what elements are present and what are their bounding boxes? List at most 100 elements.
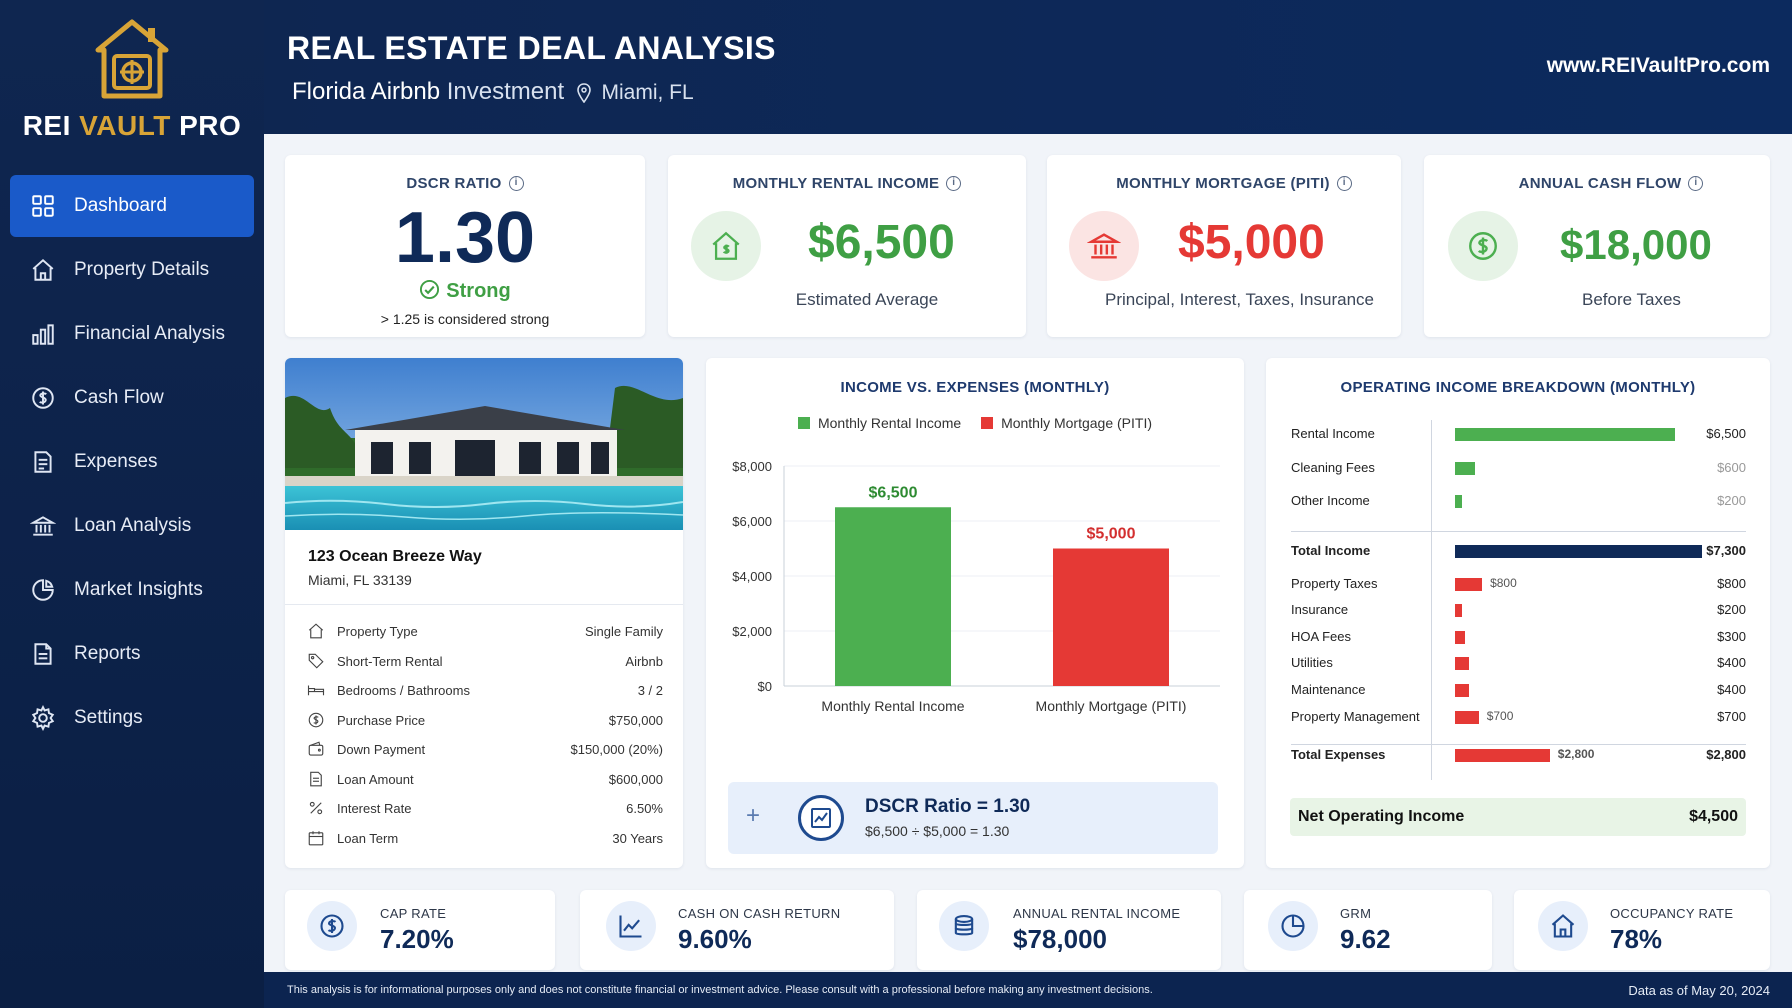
- occupancy-icon-circle: [1538, 901, 1588, 951]
- breakdown-value: $400: [1717, 682, 1746, 697]
- sidebar-item-loan-analysis[interactable]: Loan Analysis: [10, 495, 254, 557]
- breakdown-bar[interactable]: [1455, 749, 1550, 762]
- property-city: Miami, FL 33139: [308, 572, 412, 588]
- breakdown-value: $6,500: [1706, 426, 1746, 441]
- grid-icon: [32, 195, 54, 217]
- bar-data-label: $5,000: [1087, 526, 1136, 543]
- y-tick-label: $2,000: [732, 624, 772, 639]
- breakdown-separator: [1291, 744, 1746, 745]
- logo: REI VAULT PRO: [0, 18, 264, 142]
- cash-on-cash-card: CASH ON CASH RETURN 9.60%: [580, 890, 894, 970]
- home-icon: [1551, 914, 1575, 938]
- dscr-ratio-card: DSCR RATIO i 1.30 Strong > 1.25 is consid…: [285, 155, 645, 337]
- dscr-chart-icon-circle: [798, 795, 844, 841]
- location-text: Miami, FL: [601, 81, 694, 104]
- sidebar-item-reports[interactable]: Reports: [10, 623, 254, 685]
- bar-mortgage[interactable]: [1053, 548, 1169, 687]
- gear-icon: [31, 705, 55, 731]
- coc-icon-circle: [606, 901, 656, 951]
- sidebar-item-property-details[interactable]: Property Details: [10, 239, 254, 301]
- calendar-icon: [308, 831, 324, 846]
- noi-label: Net Operating Income: [1298, 808, 1465, 825]
- brand-name: REI VAULT PRO: [22, 110, 242, 141]
- coins-icon: [954, 915, 974, 936]
- sidebar-item-market-insights[interactable]: Market Insights: [10, 559, 254, 621]
- dollar-circle-icon: [1469, 232, 1497, 260]
- cashflow-sub: Before Taxes: [1582, 290, 1681, 309]
- dscr-formula-box: + DSCR Ratio = 1.30 $6,500 ÷ $5,000 = 1.…: [728, 782, 1218, 854]
- breakdown-value: $400: [1717, 655, 1746, 670]
- sidebar-item-label: Dashboard: [74, 195, 167, 216]
- y-tick-label: $6,000: [732, 514, 772, 529]
- bar-data-label: $6,500: [869, 484, 918, 501]
- dscr-formula-text: $6,500 ÷ $5,000 = 1.30: [865, 823, 1010, 839]
- sidebar-item-financial-analysis[interactable]: Financial Analysis: [10, 303, 254, 365]
- sidebar-item-label: Cash Flow: [74, 387, 164, 408]
- breakdown-bar[interactable]: [1455, 545, 1703, 558]
- bank-icon: [30, 516, 56, 536]
- trend-chart-icon: [811, 808, 831, 828]
- info-icon[interactable]: i: [946, 176, 962, 191]
- breakdown-value: $800: [1717, 576, 1746, 591]
- data-as-of: Data as of May 20, 2024: [1628, 983, 1770, 998]
- breakdown-bar[interactable]: [1455, 631, 1466, 644]
- breakdown-value: $200: [1717, 602, 1746, 617]
- mortgage-label: MONTHLY MORTGAGE (PITI): [1116, 175, 1330, 192]
- document-icon: [310, 771, 322, 787]
- breakdown-value: $300: [1717, 629, 1746, 644]
- breakdown-bar[interactable]: [1455, 657, 1469, 670]
- sidebar-item-settings[interactable]: Settings: [10, 687, 254, 749]
- dscr-label: DSCR RATIO: [406, 175, 502, 192]
- sidebar-item-dashboard[interactable]: Dashboard: [10, 175, 254, 237]
- y-tick-label: $4,000: [732, 569, 772, 584]
- breakdown-bar[interactable]: [1455, 604, 1462, 617]
- info-icon[interactable]: i: [1688, 176, 1704, 191]
- breakdown-row-income-item: Other Income $200: [1291, 491, 1746, 511]
- sidebar-item-label: Property Details: [74, 259, 210, 280]
- coc-value: 9.60%: [678, 924, 752, 954]
- dollar-circle-icon: [32, 387, 54, 409]
- sidebar-item-label: Loan Analysis: [74, 515, 192, 536]
- legend-item-income: Monthly Rental Income: [797, 415, 961, 431]
- breakdown-value: $7,300: [1706, 543, 1746, 558]
- info-icon[interactable]: i: [508, 176, 524, 191]
- breakdown-row-expense-item: Property Management $700 $700: [1291, 707, 1746, 727]
- disclaimer: This analysis is for informational purpo…: [287, 984, 1153, 996]
- sidebar-item-label: Reports: [74, 643, 141, 664]
- breakdown-bar[interactable]: [1455, 428, 1675, 441]
- wallet-icon: [308, 741, 324, 756]
- legend-item-mortgage: Monthly Mortgage (PITI): [981, 415, 1152, 431]
- breakdown-bar[interactable]: [1455, 578, 1483, 591]
- breakdown-bar[interactable]: [1455, 711, 1479, 724]
- grm-icon-circle: [1268, 901, 1318, 951]
- breakdown-row-expense-item: Utilities $400: [1291, 653, 1746, 673]
- sidebar-item-label: Settings: [74, 707, 143, 728]
- website-link[interactable]: www.REIVaultPro.com: [1546, 54, 1770, 77]
- breakdown-label: Insurance: [1291, 602, 1349, 617]
- breakdown-bar[interactable]: [1455, 462, 1476, 475]
- occupancy-value: 78%: [1610, 924, 1663, 954]
- rental-label: MONTHLY RENTAL INCOME: [732, 175, 940, 192]
- rental-value: $6,500: [808, 216, 955, 269]
- property-row-down-payment: Down Payment $150,000 (20%): [307, 738, 663, 760]
- breakdown-bar[interactable]: [1455, 495, 1462, 508]
- info-icon[interactable]: i: [1336, 176, 1352, 191]
- home-icon: [32, 258, 54, 281]
- cashflow-value: $18,000: [1560, 221, 1712, 268]
- sidebar-item-cash-flow[interactable]: Cash Flow: [10, 367, 254, 429]
- sidebar-item-expenses[interactable]: Expenses: [10, 431, 254, 493]
- breakdown-label: Property Management: [1291, 709, 1420, 724]
- property-address: 123 Ocean Breeze Way: [308, 548, 482, 565]
- noi-row: Net Operating Income $4,500: [1290, 798, 1746, 836]
- breakdown-bar[interactable]: [1455, 684, 1469, 697]
- occupancy-label: OCCUPANCY RATE: [1610, 906, 1734, 921]
- breakdown-title: OPERATING INCOME BREAKDOWN (MONTHLY): [1340, 379, 1696, 396]
- footer: This analysis is for informational purpo…: [264, 972, 1792, 1008]
- divider: [285, 604, 683, 605]
- bar-rental-income[interactable]: [835, 507, 951, 686]
- breakdown-label: Rental Income: [1291, 426, 1375, 441]
- plus-icon[interactable]: +: [746, 802, 761, 829]
- breakdown-row-income-item: Rental Income $6,500: [1291, 424, 1746, 444]
- breakdown-separator: [1291, 531, 1746, 532]
- sidebar-item-label: Market Insights: [74, 579, 203, 600]
